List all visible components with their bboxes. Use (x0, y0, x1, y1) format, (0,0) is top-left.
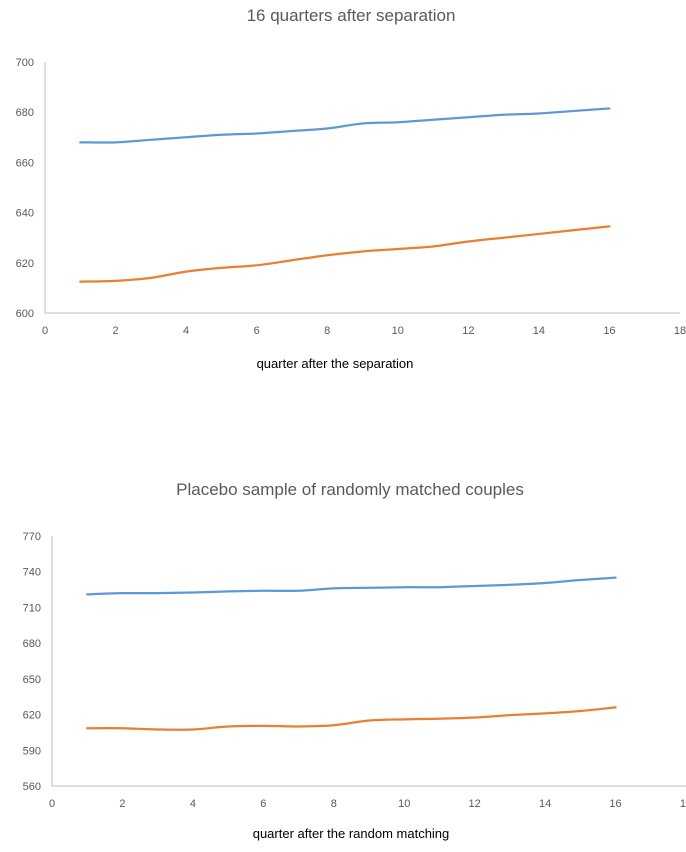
y-tick-label: 590 (23, 745, 41, 757)
series-line-1 (79, 107, 611, 144)
x-tick-label: 10 (398, 798, 410, 810)
chart-plot-area: 560 590 620 650 680 710 740 770 0 2 4 6 8 10 12 14 16 18 (23, 531, 686, 810)
chart-title: 16 quarters after separation (246, 6, 456, 25)
x-tick-label: 16 (609, 798, 621, 810)
x-tick-label: 0 (42, 325, 48, 337)
x-tick-label: 16 (603, 325, 615, 337)
x-tick-label: 10 (392, 325, 404, 337)
chart-title: Placebo sample of randomly matched coupl… (176, 480, 524, 499)
x-tick-label: 8 (324, 325, 330, 337)
y-tick-label: 640 (16, 208, 34, 220)
y-tick-label: 680 (16, 107, 34, 119)
y-tick-label: 740 (23, 567, 41, 579)
y-tick-label: 650 (23, 674, 41, 686)
y-tick-label: 620 (16, 258, 34, 270)
x-tick-label: 12 (462, 325, 474, 337)
series-line-2 (79, 225, 611, 283)
x-tick-label: 4 (183, 325, 189, 337)
x-tick-label: 6 (254, 325, 260, 337)
y-tick-label: 620 (23, 710, 41, 722)
y-tick-label: 770 (23, 531, 41, 543)
y-tick-label: 600 (16, 308, 34, 320)
x-axis-label: quarter after the random matching (252, 826, 450, 841)
x-tick-label: 6 (260, 798, 266, 810)
chart-quarters-after-separation: 16 quarters after separation 600 620 640 66… (0, 0, 686, 390)
chart-placebo-sample: Placebo sample of randomly matched coupl… (0, 468, 686, 852)
x-tick-label: 12 (469, 798, 481, 810)
y-tick-label: 660 (16, 157, 34, 169)
x-tick-label: 4 (190, 798, 196, 810)
y-tick-label: 700 (16, 57, 34, 69)
y-tick-label: 560 (23, 781, 41, 793)
y-tick-label: 710 (23, 602, 41, 614)
x-tick-label: 2 (112, 325, 118, 337)
x-tick-label: 18 (674, 325, 686, 337)
series-line-1 (86, 576, 617, 596)
x-tick-label: 14 (539, 798, 551, 810)
y-tick-label: 680 (23, 638, 41, 650)
x-tick-label: 2 (119, 798, 125, 810)
x-tick-label: 18 (680, 798, 686, 810)
x-axis-label: quarter after the separation (256, 356, 414, 371)
chart-plot-area: 600 620 640 660 680 700 0 2 4 6 8 10 12 14 16 18 (16, 57, 686, 337)
x-tick-label: 8 (331, 798, 337, 810)
x-tick-label: 14 (533, 325, 545, 337)
series-line-2 (86, 706, 617, 731)
x-tick-label: 0 (49, 798, 55, 810)
